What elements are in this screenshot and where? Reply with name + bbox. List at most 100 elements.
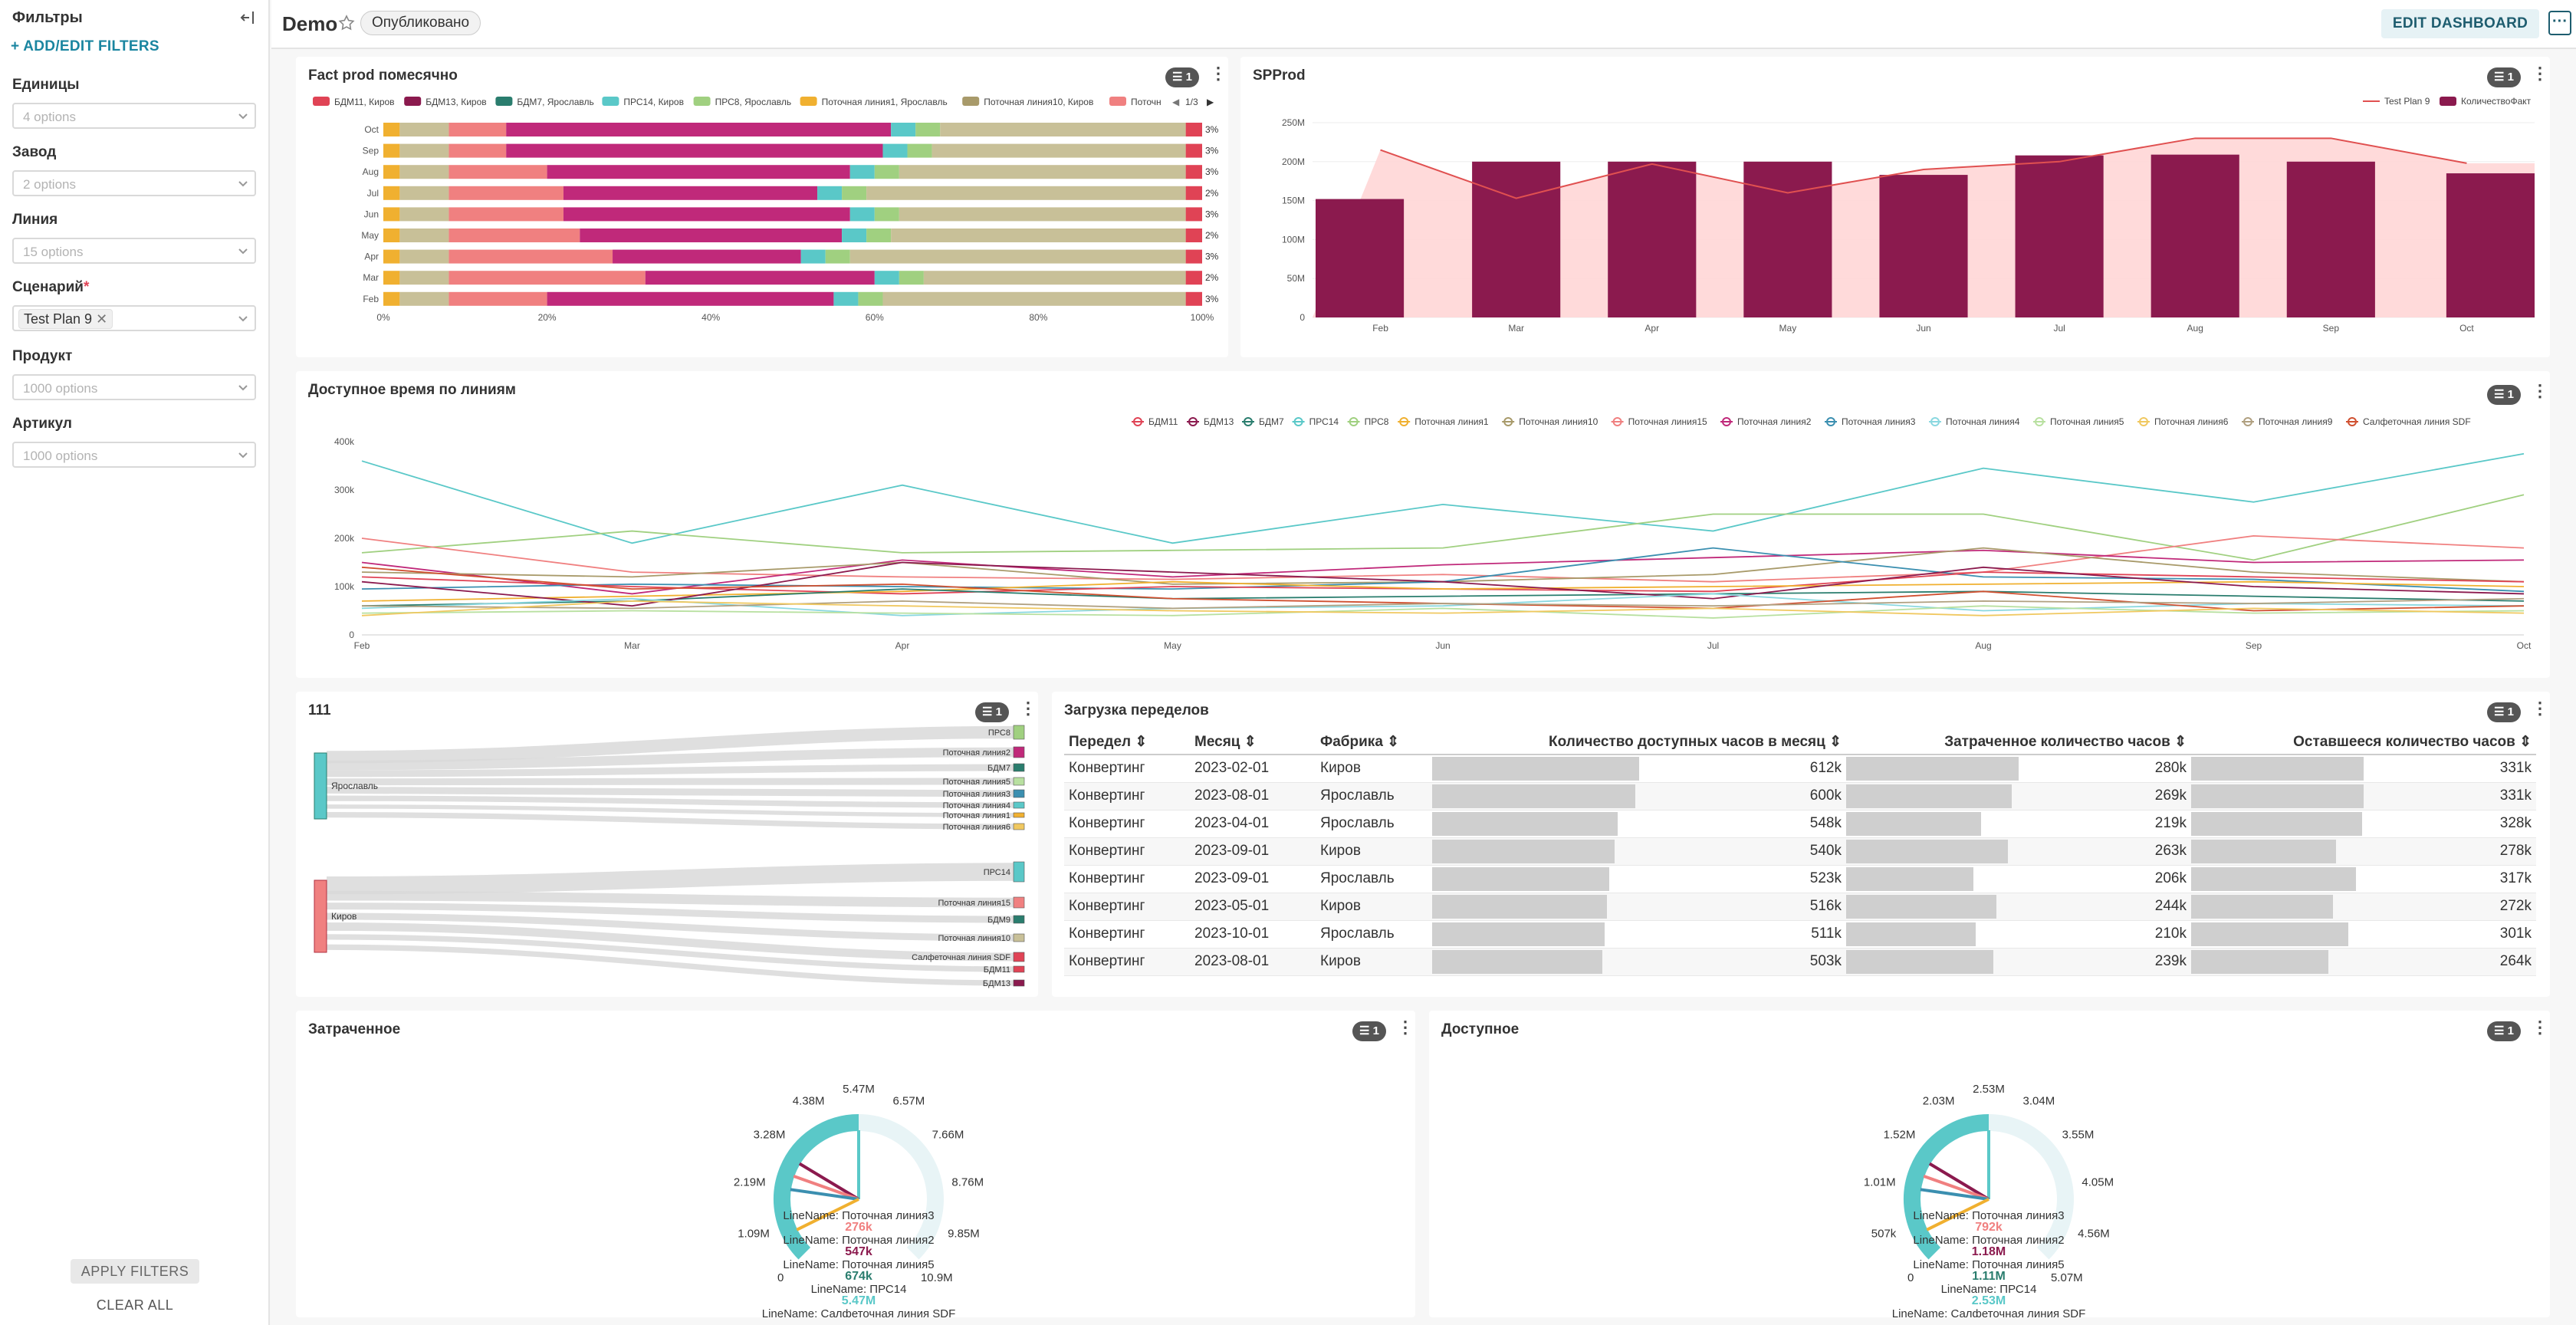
cell-value: 511k (1811, 926, 1842, 942)
sankey-link (326, 764, 1014, 778)
x-tick-label: May (1779, 323, 1797, 334)
bar-segment (849, 249, 1186, 264)
table-column-header[interactable]: Фабрика ⇕ (1316, 730, 1432, 755)
filter-count: 1 (995, 705, 1002, 718)
table-row[interactable]: Конвертинг 2023-08-01 Киров 503k 239k 264k (1064, 948, 2536, 976)
table-cell: Конвертинг (1064, 948, 1190, 976)
line-series (361, 600, 2525, 616)
bar (1472, 161, 1561, 317)
table-cell: Ярославль (1316, 865, 1432, 893)
table-cell: Ярославль (1316, 920, 1432, 949)
collapse-sidebar-icon[interactable] (238, 8, 258, 28)
required-marker: * (83, 279, 90, 295)
table-cell: 548k (1432, 810, 1846, 838)
table-row[interactable]: Конвертинг 2023-08-01 Ярославль 600k 269k 331… (1064, 782, 2536, 810)
sankey-target-label: Поточная линия3 (943, 790, 1010, 799)
filter-count: 1 (2507, 71, 2514, 84)
legend-label: ПРС14 (1309, 416, 1339, 427)
bar-segment (882, 143, 908, 158)
bar-segment (833, 291, 859, 306)
table-row[interactable]: Конвертинг 2023-09-01 Киров 540k 263k 278k (1064, 837, 2536, 866)
sankey-source-label: Киров (331, 911, 356, 922)
apply-filters-button[interactable]: APPLY FILTERS (71, 1259, 199, 1284)
table-cell: Конвертинг (1064, 893, 1190, 921)
spprod-panel: SPProd ☰ 1 ⋮ Test Plan 9 КоличествоФакт 0 5… (1240, 57, 2550, 357)
bar-segment (842, 229, 867, 242)
x-tick-label: Jun (1916, 323, 1930, 334)
y-tick-label: Jul (367, 188, 379, 199)
legend-label: ПРС8 (1365, 416, 1389, 427)
bar-segment (449, 249, 613, 264)
table-cell: Киров (1316, 837, 1432, 866)
filter-select-plant[interactable]: 2 options (12, 170, 256, 196)
cell-value: 612k (1809, 760, 1842, 777)
chevron-down-icon (238, 113, 248, 120)
filter-select-scenario[interactable]: Test Plan 9 ✕ (12, 305, 256, 331)
gauge-tick-label: 1.01M (1864, 1175, 1896, 1189)
table-column-header[interactable]: Затраченное количество часов ⇕ (1846, 730, 2191, 755)
status-badge[interactable]: Опубликовано (360, 11, 481, 35)
y-tick-label: Apr (364, 252, 379, 262)
more-options-button[interactable]: ··· (2548, 11, 2571, 35)
table-column-header[interactable]: Количество доступных часов в месяц ⇕ (1432, 730, 1846, 755)
filter-count-badge[interactable]: ☰ 1 (1165, 67, 1199, 87)
filter-count-badge[interactable]: ☰ 1 (2487, 702, 2521, 722)
star-icon[interactable] (337, 14, 356, 32)
bar-segment (899, 165, 1186, 179)
edit-dashboard-button[interactable]: EDIT DASHBOARD (2381, 9, 2539, 38)
bar (1316, 199, 1405, 317)
legend-label: Поточная линия4 (1946, 416, 2020, 427)
gauge-readout-value: 674k (845, 1270, 872, 1283)
table-row[interactable]: Конвертинг 2023-05-01 Киров 516k 244k 272k (1064, 893, 2536, 921)
sankey-target-node (1013, 725, 1025, 740)
table-row[interactable]: Конвертинг 2023-09-01 Ярославль 523k 206k 317… (1064, 865, 2536, 893)
gauge-needle (790, 1188, 859, 1201)
filter-icon: ☰ (1172, 71, 1186, 84)
table-cell: 317k (2191, 865, 2536, 893)
table-row[interactable]: Конвертинг 2023-04-01 Ярославль 548k 219k 328… (1064, 810, 2536, 838)
filter-select-article[interactable]: 1000 options (12, 442, 256, 468)
bar-segment (874, 271, 899, 285)
filter-count-badge[interactable]: ☰ 1 (2487, 1021, 2521, 1041)
filter-count-badge[interactable]: ☰ 1 (2487, 385, 2521, 405)
bar-segment (399, 229, 449, 242)
sankey-target-label: Поточная линия2 (943, 748, 1010, 758)
panel-menu-icon[interactable]: ⋮ (2532, 699, 2548, 718)
table-column-header[interactable]: Передел ⇕ (1064, 730, 1190, 755)
table-row[interactable]: Конвертинг 2023-10-01 Ярославль 511k 210k 301… (1064, 920, 2536, 949)
legend-label: Поточная линия2 (1737, 416, 1812, 427)
table-column-header[interactable]: Месяц ⇕ (1190, 730, 1316, 755)
line-series (361, 547, 2525, 593)
filter-count-badge[interactable]: ☰ 1 (1352, 1021, 1386, 1041)
gauge-readout-value: 5.47M (842, 1294, 876, 1307)
filter-select-product[interactable]: 1000 options (12, 374, 256, 400)
sankey-link (326, 812, 1014, 830)
filter-count-badge[interactable]: ☰ 1 (975, 702, 1009, 722)
table-cell: 264k (2191, 948, 2536, 976)
table-column-header[interactable]: Оставшееся количество часов ⇕ (2191, 730, 2536, 755)
bar-segment (1185, 291, 1202, 306)
table-cell: 540k (1432, 837, 1846, 866)
bar-segment (849, 207, 875, 222)
filter-icon: ☰ (2494, 1024, 2508, 1037)
clear-all-button[interactable]: CLEAR ALL (96, 1297, 174, 1313)
sankey-link (326, 747, 1014, 771)
tag-remove-icon[interactable]: ✕ (96, 311, 108, 327)
y-tick-label: 300k (334, 485, 355, 495)
filter-select-line[interactable]: 15 options (12, 238, 256, 264)
filter-select-units[interactable]: 4 options (12, 103, 256, 129)
table-cell: 2023-08-01 (1190, 782, 1316, 810)
bar-segment (891, 123, 916, 136)
filter-icon: ☰ (982, 705, 996, 718)
available-gauge: 0 507k 1.01M 1.52M 2.03M 2.53M 3.04M 3.55M 4.05M… (1864, 1083, 2114, 1317)
table-cell: 272k (2191, 893, 2536, 921)
x-tick-label: Jul (2053, 323, 2065, 334)
add-edit-filters-button[interactable]: + ADD/EDIT FILTERS (11, 38, 159, 54)
fact-prod-panel: Fact prod помесячно ☰ 1 ⋮ БДМ11, Киров БД… (296, 57, 1228, 357)
filter-count-badge[interactable]: ☰ 1 (2487, 67, 2521, 87)
table-row[interactable]: Конвертинг 2023-02-01 Киров 612k 280k 331k (1064, 755, 2536, 783)
legend-swatch (800, 97, 817, 106)
cell-bar (2191, 839, 2336, 863)
gauge-tick-label: 5.47M (843, 1083, 875, 1096)
gauge-readout-label: LineName: Поточная линия5 (783, 1258, 934, 1271)
